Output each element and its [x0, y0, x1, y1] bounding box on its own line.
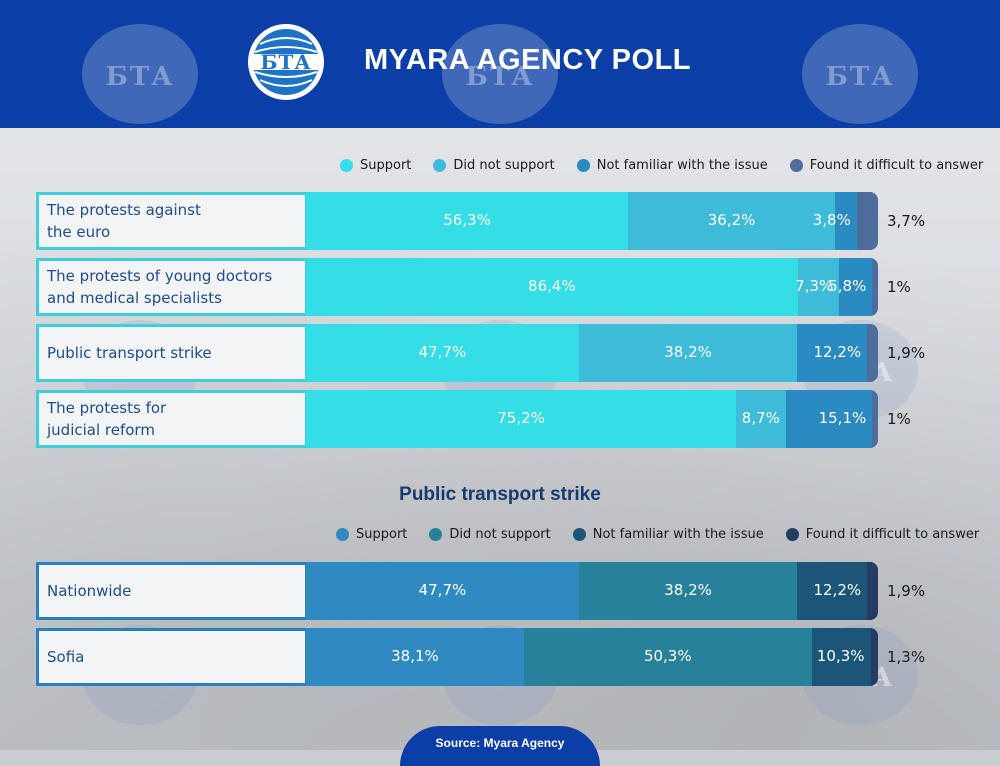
bar-segment-did-not-support: 38,2% — [578, 324, 798, 382]
category-label-text: Sofia — [47, 648, 85, 666]
bar-segment-not-familiar-with-the-issue: 10,3% — [811, 628, 871, 686]
category-label-text: The protests against the euro — [47, 201, 201, 241]
data-label: 38,2% — [664, 343, 712, 361]
bar-segment-found-it-difficult-to-answer — [867, 324, 878, 382]
data-label: 47,7% — [418, 581, 467, 599]
data-label: 12,2% — [813, 343, 862, 361]
bar-segment-did-not-support: 38,2% — [578, 562, 798, 620]
data-label-outside: 1,9% — [887, 582, 926, 600]
data-label: 36,2% — [707, 211, 756, 229]
legend-item-support: Support — [336, 527, 407, 542]
legend-dot — [572, 528, 586, 541]
data-label-outside: 1,9% — [887, 344, 926, 362]
bar-segment-not-familiar-with-the-issue: 15,1% — [785, 390, 873, 448]
stacked-bar: 38,1% 50,3% 10,3% — [306, 628, 878, 686]
data-label-outside: 3,7% — [887, 212, 926, 230]
legend-item-difficult: Found it difficult to answer — [789, 158, 983, 173]
bar-segment-found-it-difficult-to-answer — [867, 562, 878, 620]
data-label: 47,7% — [418, 343, 467, 361]
bar-segment-found-it-difficult-to-answer — [872, 390, 878, 448]
chart-subtitle: Public transport strike — [399, 484, 601, 505]
stacked-bar: 86,4% 7,3% 5,8% — [306, 258, 878, 316]
data-label-outside: 1% — [887, 278, 911, 296]
watermark-logo: БТА — [802, 24, 918, 124]
stacked-bar: 56,3% 36,2% 3,8% — [306, 192, 878, 250]
page-title: MYARA AGENCY POLL — [364, 44, 692, 76]
legend-dot — [576, 159, 590, 172]
data-label: 86,4% — [528, 277, 576, 295]
legend-dot — [336, 528, 349, 541]
bar-segment-did-not-support: 36,2% — [628, 192, 836, 250]
data-label: 15,1% — [818, 409, 867, 427]
bar-segment-did-not-support: 8,7% — [736, 390, 786, 448]
data-label: 7,3% — [795, 277, 834, 295]
data-label: 5,8% — [828, 277, 867, 295]
bar-segment-found-it-difficult-to-answer — [870, 628, 878, 686]
legend-dot — [340, 159, 353, 172]
stacked-bar: 75,2% 8,7% 15,1% — [306, 390, 878, 448]
legend-item-did-not-support: Did not support — [429, 527, 551, 542]
legend-top: Support Did not support Not familiar wit… — [340, 158, 983, 173]
data-label: 3,8% — [812, 211, 851, 229]
category-label-text: Public transport strike — [47, 344, 212, 362]
bta-logo-icon — [248, 24, 324, 100]
bar-segment-support: 56,3% — [306, 192, 629, 250]
bar-segment-support: 38,1% — [306, 628, 524, 686]
bta-logo-text: БТА — [260, 50, 312, 74]
category-label: Nationwide — [39, 565, 305, 617]
data-label-outside: 1,3% — [887, 648, 926, 666]
legend-item-not-familiar: Not familiar with the issue — [576, 158, 768, 173]
bar-segment-support: 75,2% — [306, 390, 737, 448]
legend-dot — [433, 159, 447, 172]
category-label-text: The protests of young doctors and medica… — [47, 267, 273, 307]
data-label: 75,2% — [497, 409, 545, 427]
data-label: 38,2% — [664, 581, 712, 599]
legend-dot — [789, 159, 803, 172]
category-label: The protests for judicial reform — [39, 393, 305, 445]
bar-segment-not-familiar-with-the-issue: 12,2% — [797, 324, 868, 382]
data-label: 10,3% — [816, 647, 865, 665]
legend-dot — [429, 528, 443, 541]
data-label: 8,7% — [741, 409, 780, 427]
data-label-outside: 1% — [887, 410, 911, 428]
data-label: 50,3% — [643, 647, 692, 665]
header-banner: БТА БТА БТА БТА MYARA AGENCY POLL — [0, 0, 1000, 128]
stacked-bar: 47,7% 38,2% 12,2% — [306, 562, 878, 620]
legend-item-support: Support — [340, 158, 411, 173]
category-label: The protests of young doctors and medica… — [39, 261, 305, 313]
bar-segment-found-it-difficult-to-answer — [856, 192, 878, 250]
category-label-text: Nationwide — [47, 582, 132, 600]
data-label: 38,1% — [391, 647, 439, 665]
category-label: Public transport strike — [39, 327, 305, 379]
bar-segment-did-not-support: 7,3% — [795, 258, 840, 316]
source-label: Source: Myara Agency — [435, 736, 565, 750]
category-label: Sofia — [39, 631, 305, 683]
legend-item-did-not-support: Did not support — [433, 158, 555, 173]
legend-bottom: Support Did not support Not familiar wit… — [336, 527, 979, 542]
legend-item-not-familiar: Not familiar with the issue — [572, 527, 764, 542]
legend-dot — [785, 528, 799, 541]
category-label-text: The protests for judicial reform — [47, 399, 167, 439]
category-label: The protests against the euro — [39, 195, 305, 247]
data-label: 12,2% — [813, 581, 862, 599]
stacked-bar: 47,7% 38,2% 12,2% — [306, 324, 878, 382]
bar-segment-found-it-difficult-to-answer — [872, 258, 878, 316]
legend-item-difficult: Found it difficult to answer — [785, 527, 979, 542]
bar-segment-support: 47,7% — [306, 562, 579, 620]
source-tab: Source: Myara Agency — [400, 726, 600, 766]
bar-segment-support: 86,4% — [306, 258, 798, 316]
bar-segment-not-familiar-with-the-issue: 3,8% — [813, 192, 857, 250]
data-label: 56,3% — [443, 211, 491, 229]
bar-segment-support: 47,7% — [306, 324, 579, 382]
bar-segment-not-familiar-with-the-issue: 12,2% — [797, 562, 868, 620]
bar-segment-did-not-support: 50,3% — [523, 628, 812, 686]
watermark-logo: БТА — [82, 24, 198, 124]
watermark-logo: БТА — [442, 24, 558, 124]
bar-segment-not-familiar-with-the-issue: 5,8% — [828, 258, 873, 316]
